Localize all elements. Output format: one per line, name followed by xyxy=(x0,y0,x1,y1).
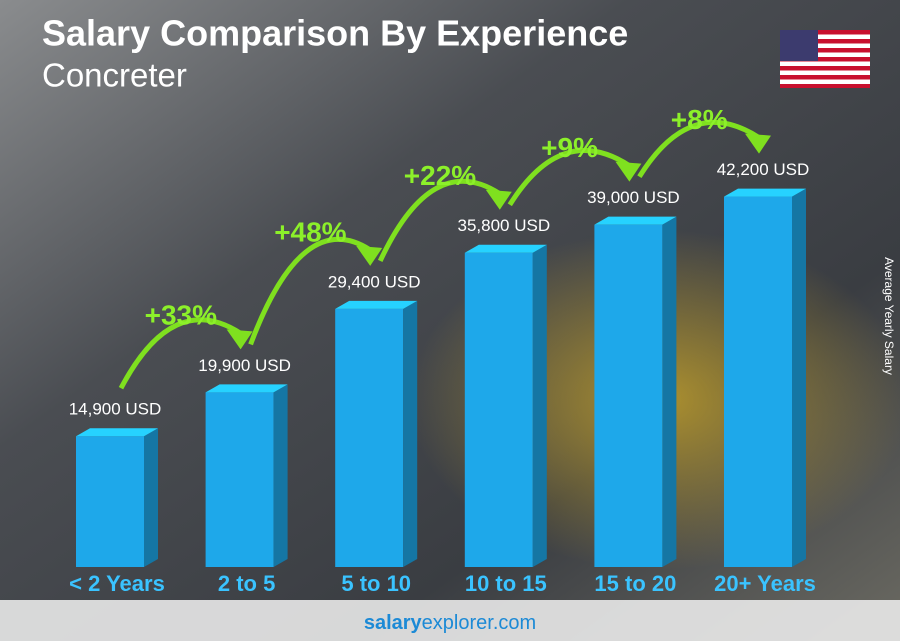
bar xyxy=(724,188,806,568)
value-label: 35,800 USD xyxy=(457,216,550,235)
change-arrow xyxy=(248,236,372,346)
bar-front xyxy=(335,308,404,567)
x-tick-label: 2 to 5 xyxy=(218,571,275,596)
change-arrowhead xyxy=(745,133,771,154)
bar-front xyxy=(76,436,144,567)
change-arrowhead xyxy=(485,189,512,210)
source-domain: explorer.com xyxy=(422,612,537,634)
change-arrowhead xyxy=(226,329,253,350)
y-axis-label: Average Yearly Salary xyxy=(882,257,896,375)
x-tick-label: 5 to 10 xyxy=(341,571,411,596)
bar-top xyxy=(205,384,288,393)
bar-top xyxy=(594,216,677,225)
bar-top xyxy=(724,188,806,197)
change-label: +33% xyxy=(145,300,217,331)
flag xyxy=(780,30,870,88)
value-label: 29,400 USD xyxy=(328,272,421,291)
change-label: +22% xyxy=(404,160,476,191)
chart-subtitle: Concreter xyxy=(42,57,187,94)
value-label: 39,000 USD xyxy=(587,188,680,207)
change-arrowhead xyxy=(615,161,642,182)
bar-side xyxy=(662,216,677,567)
bar-side xyxy=(532,244,547,567)
bar-top xyxy=(76,428,158,437)
bar-front xyxy=(594,224,663,567)
bar-side xyxy=(273,384,288,567)
x-tick-label: 10 to 15 xyxy=(465,571,547,596)
bar-front xyxy=(724,196,792,568)
bar xyxy=(76,428,158,567)
value-label: 42,200 USD xyxy=(717,160,810,179)
change-arrow xyxy=(118,317,242,390)
x-tick-label: 15 to 20 xyxy=(594,571,676,596)
change-label: +8% xyxy=(671,104,728,135)
change-arrowhead xyxy=(356,245,383,266)
value-label: 19,900 USD xyxy=(198,356,291,375)
bar-side xyxy=(403,300,418,567)
bar xyxy=(464,244,547,567)
source-brand: salary xyxy=(364,612,423,634)
bar xyxy=(205,384,288,567)
x-tick-label: < 2 Years xyxy=(69,571,165,596)
value-label: 14,900 USD xyxy=(69,400,162,419)
bar-front xyxy=(205,392,274,567)
change-arrow xyxy=(377,178,502,262)
bar-side xyxy=(792,188,806,568)
source: salaryexplorer.com xyxy=(364,612,536,634)
change-label: +9% xyxy=(541,132,598,163)
bar-side xyxy=(144,428,158,567)
change-arrow xyxy=(637,120,761,178)
bar xyxy=(594,216,677,567)
bar xyxy=(335,300,418,567)
bar-front xyxy=(464,252,533,567)
footer-band xyxy=(0,600,900,641)
change-arrow xyxy=(507,148,631,207)
bar-top xyxy=(335,300,418,309)
chart-title: Salary Comparison By Experience xyxy=(42,13,628,54)
x-tick-label: 20+ Years xyxy=(714,571,816,596)
change-label: +48% xyxy=(274,216,346,247)
bar-top xyxy=(464,244,547,253)
